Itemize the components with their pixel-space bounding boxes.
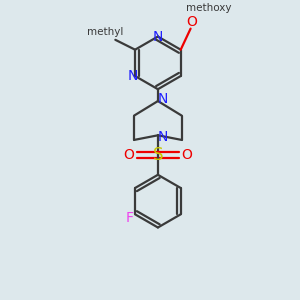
Text: N: N (128, 69, 138, 83)
Text: methoxy: methoxy (186, 3, 231, 13)
Text: O: O (182, 148, 192, 162)
Text: methyl: methyl (87, 27, 123, 37)
Text: N: N (158, 92, 168, 106)
Text: O: O (124, 148, 134, 162)
Text: S: S (153, 146, 163, 164)
Text: F: F (126, 211, 134, 225)
Text: O: O (187, 15, 197, 29)
Text: N: N (153, 29, 163, 44)
Text: N: N (158, 130, 168, 144)
